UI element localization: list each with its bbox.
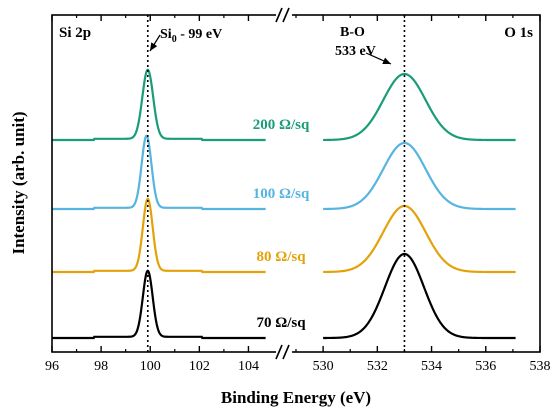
annotation-bo-arrowhead: [382, 57, 391, 64]
series-70-si-curve: [52, 269, 266, 340]
x-tick-label: 538: [530, 359, 550, 374]
series-100-si-curve: [52, 134, 266, 211]
plot-area: 96 98 100 102 104 530 532 534 536 538: [45, 7, 550, 374]
x-tick-label: 534: [421, 359, 442, 374]
series-80-si-curve: [52, 197, 266, 274]
series-layer: [52, 68, 516, 340]
x-tick-label: 532: [367, 359, 388, 374]
annotation-bo: B-O: [340, 25, 365, 40]
axis-break-marks: [275, 7, 292, 360]
panel-label-si: Si 2p: [59, 25, 91, 41]
axis-break-gap: [276, 348, 292, 356]
y-axis-label: Intensity (arb. unit): [9, 111, 28, 254]
series-label-100: 100 Ω/sq: [253, 186, 310, 202]
series-100-o-curve: [323, 141, 516, 211]
x-tick-label: 102: [189, 359, 210, 374]
x-tick-label: 100: [140, 359, 161, 374]
series-label-200: 200 Ω/sq: [253, 117, 310, 133]
series-70-o-curve: [323, 252, 516, 340]
series-200-o-curve: [323, 72, 516, 142]
x-axis-label: Binding Energy (eV): [221, 388, 371, 407]
axis-break-slash: [275, 7, 283, 23]
series-200-si-curve: [52, 68, 266, 142]
axis-break-slash: [282, 344, 290, 360]
x-tick-label: 530: [313, 359, 334, 374]
plot-frame: [51, 14, 541, 353]
series-label-70: 70 Ω/sq: [256, 315, 306, 331]
x-tick-label: 104: [238, 359, 259, 374]
annotation-bo-energy: 533 eV: [335, 44, 376, 59]
x-tick-label: 98: [94, 359, 108, 374]
x-tick-label: 96: [45, 359, 59, 374]
annotation-si0: Si0 - 99 eV: [160, 27, 222, 45]
series-label-80: 80 Ω/sq: [256, 249, 306, 265]
annotation-si-arrowhead: [150, 42, 158, 51]
axis-break-slash: [282, 7, 290, 23]
x-ticks: 96 98 100 102 104 530 532 534 536 538: [45, 15, 550, 374]
series-labels: 200 Ω/sq 100 Ω/sq 80 Ω/sq 70 Ω/sq: [253, 117, 310, 331]
axis-break-gap: [276, 11, 292, 19]
panel-label-o: O 1s: [504, 25, 533, 41]
x-tick-label: 536: [475, 359, 496, 374]
axis-break-slash: [275, 344, 283, 360]
series-80-o-curve: [323, 204, 516, 274]
